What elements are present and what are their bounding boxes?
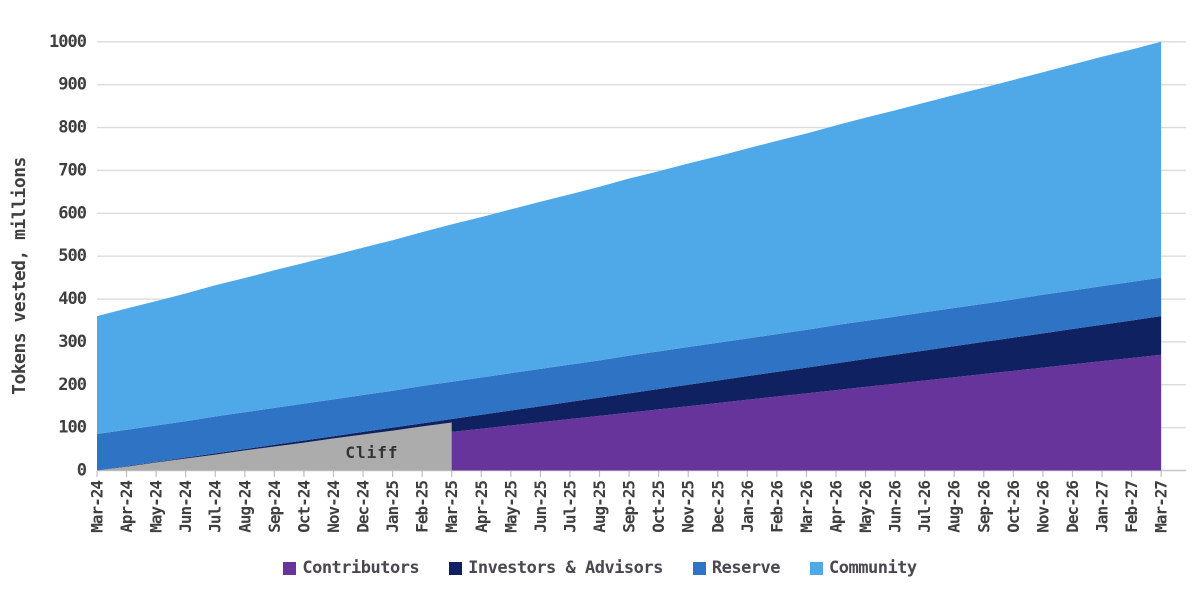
legend-swatch-reserve [692,561,706,575]
legend-item-contributors: Contributors [283,558,420,578]
legend-label: Community [829,558,917,578]
x-tick-label: Nov-25 [679,481,698,533]
area-reserve [97,277,1162,471]
legend-swatch-contributors [283,561,297,575]
x-tick-label: Jul-26 [915,481,934,533]
x-tick-label: May-25 [501,481,520,533]
x-tick-label: Jun-25 [531,481,550,533]
chart-legend: Contributors Investors & Advisors Reserve C… [0,558,1200,578]
legend-item-community: Community [810,558,917,578]
y-tick-label: 700 [58,160,86,180]
x-tick-label: Aug-25 [590,481,609,533]
legend-label: Contributors [302,558,420,578]
y-tick-label: 900 [58,75,86,95]
x-tick-label: Aug-24 [235,481,254,533]
x-tick-label: Mar-26 [797,481,816,533]
x-tick-label: May-24 [147,481,166,533]
y-tick-label: 100 [58,418,86,438]
y-tick-label: 800 [58,118,86,138]
cliff-label: Cliff [345,443,398,462]
y-tick-label: 0 [77,461,87,481]
x-tick-label: Apr-25 [472,481,491,533]
x-tick-label: Aug-26 [945,481,964,533]
legend-item-reserve: Reserve [692,558,781,578]
y-tick-label: 500 [58,246,86,266]
y-tick-label: 300 [58,332,86,352]
y-axis-title: Tokens vested, millions [9,157,30,395]
legend-label: Reserve [711,558,781,578]
x-tick-label: Oct-26 [1004,481,1023,533]
x-tick-label: Mar-25 [442,481,461,533]
x-tick-label: Sep-24 [265,481,284,533]
x-tick-label: Jul-25 [560,481,579,533]
x-tick-label: Sep-26 [974,481,993,533]
x-tick-label: Oct-25 [649,481,668,533]
x-tick-label: Oct-24 [294,481,313,533]
x-tick-label: Nov-24 [324,481,343,533]
x-tick-label: Dec-25 [708,481,727,533]
x-tick-label: Jan-26 [738,481,757,533]
legend-item-investors-advisors: Investors & Advisors [449,558,663,578]
y-tick-label: 1000 [49,32,87,52]
x-tick-label: Sep-25 [620,481,639,533]
x-tick-label: Feb-27 [1122,481,1141,533]
x-tick-label: Feb-25 [413,481,432,533]
x-tick-label: Jun-26 [886,481,905,533]
x-tick-label: Jan-27 [1093,481,1112,533]
x-tick-label: Nov-26 [1033,481,1052,533]
x-tick-label: Mar-24 [88,481,107,533]
x-tick-label: Apr-26 [827,481,846,533]
axes-group: Mar-24 Apr-24 May-24 Jun-24 Jul-24 Aug-24 Sep-… [88,471,1171,533]
x-tick-label: May-26 [856,481,875,533]
legend-swatch-investors-advisors [449,561,463,575]
vesting-area-chart-canvas: 0 100 200 300 400 500 600 700 800 900 1000 Cliff M… [9,32,1186,533]
y-tick-label: 600 [58,203,86,223]
x-tick-label: Jun-24 [176,481,195,533]
x-tick-label: Dec-26 [1063,481,1082,533]
cliff-area [97,422,452,471]
x-tick-label: Dec-24 [354,481,373,533]
x-tick-label: Jul-24 [206,481,225,533]
x-tick-label: Apr-24 [117,481,136,533]
x-tick-label: Jan-25 [383,481,402,533]
y-tick-label: 400 [58,289,86,309]
area-community [97,41,1162,435]
y-tick-label: 200 [58,375,86,395]
x-tick-label: Mar-27 [1152,481,1171,533]
x-tick-label: Feb-26 [767,481,786,533]
legend-swatch-community [810,561,824,575]
legend-label: Investors & Advisors [468,558,663,578]
cliff-overlay-group: Cliff [97,422,452,471]
